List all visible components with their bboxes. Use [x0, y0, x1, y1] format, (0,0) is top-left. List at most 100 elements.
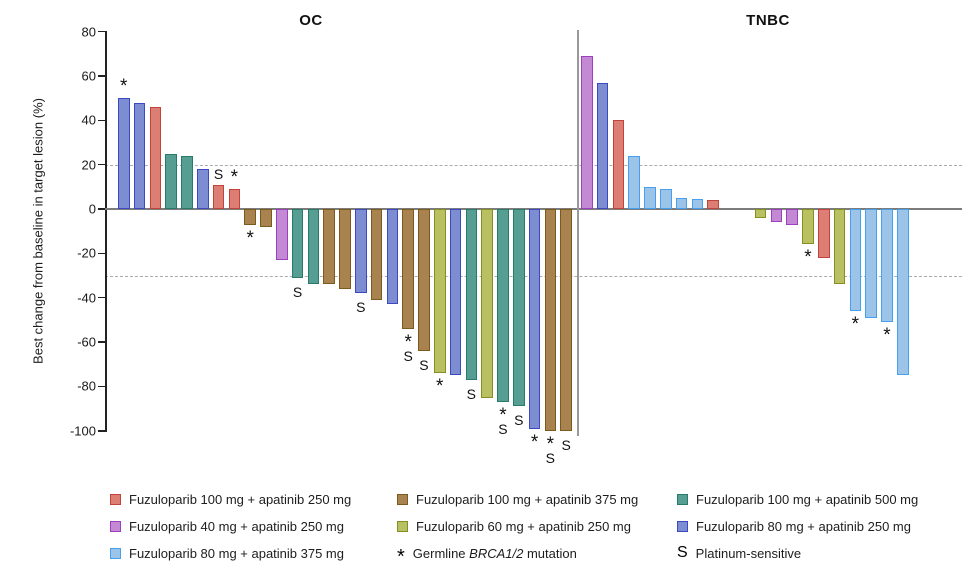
- bar: [244, 209, 256, 225]
- bar: [212, 184, 225, 209]
- bar: [818, 209, 830, 258]
- bar: [754, 209, 767, 218]
- bar: [260, 209, 272, 227]
- bar: [355, 209, 367, 294]
- legend-label: Fuzuloparib 100 mg + apatinib 375 mg: [416, 491, 639, 507]
- bar: [465, 209, 478, 380]
- legend-swatch-brown: [397, 493, 408, 505]
- bar: [675, 197, 688, 209]
- bar: [449, 209, 462, 376]
- legend-label-italic: BRCA1/2: [469, 545, 524, 561]
- brca-marker: *: [230, 167, 239, 189]
- bar: [707, 200, 719, 209]
- legend-swatch-olive: [397, 520, 408, 532]
- legend-label: Fuzuloparib 80 mg + apatinib 250 mg: [696, 518, 911, 534]
- y-tick: [98, 385, 105, 388]
- bar-markers: *: [531, 433, 538, 452]
- legend-item-lightblue: Fuzuloparib 80 mg + apatinib 375 mg: [110, 544, 344, 562]
- bar: [307, 209, 320, 285]
- bar-markers: S: [561, 438, 570, 452]
- bar: [528, 209, 541, 429]
- bar-markers: * S: [498, 406, 507, 436]
- platinum-marker: S: [356, 299, 366, 316]
- bar: [560, 209, 572, 431]
- bar: [497, 209, 509, 402]
- bar: [181, 155, 193, 209]
- bar: [865, 209, 877, 318]
- bar-markers: *: [230, 167, 239, 189]
- bar: [165, 153, 177, 209]
- bar-markers: S: [293, 285, 302, 299]
- y-tick-label: 20: [81, 157, 96, 173]
- platinum-marker: S: [514, 412, 524, 429]
- y-tick-label: -100: [69, 423, 96, 439]
- y-tick-label: 0: [88, 201, 96, 217]
- bar-markers: S: [467, 387, 476, 401]
- bar: [339, 209, 351, 289]
- y-tick-label: 60: [81, 68, 96, 84]
- y-tick: [98, 252, 105, 255]
- bar: [513, 209, 525, 407]
- y-tick-label: -60: [77, 334, 96, 350]
- bar: [770, 209, 783, 223]
- bar: [402, 209, 414, 329]
- zero-line: [105, 208, 962, 210]
- platinum-marker: S: [403, 347, 413, 364]
- y-tick: [98, 430, 105, 432]
- bar: [149, 106, 162, 209]
- bar-markers: *: [120, 76, 128, 98]
- legend-label: Fuzuloparib 60 mg + apatinib 250 mg: [416, 518, 631, 534]
- bar: [323, 209, 335, 285]
- brca-marker: *: [246, 227, 254, 249]
- y-tick: [98, 341, 105, 343]
- platinum-marker: S: [545, 449, 556, 466]
- y-axis-line: [105, 30, 107, 432]
- bar-markers: *: [851, 314, 860, 336]
- bar: [581, 55, 593, 209]
- panel-title-tnbc: TNBC: [746, 12, 790, 29]
- legend-item-brown: Fuzuloparib 100 mg + apatinib 375 mg: [397, 490, 638, 508]
- bar: [481, 209, 493, 398]
- bar: [133, 102, 146, 209]
- legend-swatch-purple: [110, 520, 121, 532]
- legend-label: Germline BRCA1/2 mutation: [413, 546, 577, 561]
- brca-marker: *: [120, 76, 128, 98]
- brca-marker: *: [546, 433, 555, 455]
- bar: [644, 186, 656, 209]
- bar: [197, 169, 209, 209]
- bar: [612, 120, 625, 209]
- brca-marker: *: [404, 331, 412, 353]
- bar: [786, 209, 798, 225]
- platinum-sensitive-icon: S: [677, 544, 688, 561]
- legend-swatch-lightblue: [110, 547, 121, 559]
- bar-markers: S: [356, 300, 365, 314]
- brca-marker: *: [851, 314, 860, 336]
- bar: [118, 98, 130, 209]
- legend-swatch-teal: [677, 493, 688, 505]
- legend-label-prefix: Germline: [412, 545, 470, 561]
- y-tick: [98, 163, 105, 166]
- bar: [370, 209, 383, 300]
- bar: [802, 209, 814, 245]
- legend-label: Fuzuloparib 100 mg + apatinib 250 mg: [129, 491, 352, 507]
- bar-markers: S: [214, 167, 223, 181]
- platinum-marker: S: [466, 385, 477, 402]
- bar: [291, 209, 304, 278]
- y-tick-label: -80: [77, 378, 96, 394]
- bar: [434, 209, 446, 374]
- chart-legend: Fuzuloparib 100 mg + apatinib 250 mg Fuzu…: [0, 482, 976, 578]
- bar-markers: *: [804, 248, 811, 267]
- bar: [897, 209, 909, 376]
- bar-markers: * S: [545, 433, 556, 466]
- bar-markers: *: [883, 326, 890, 345]
- bar: [596, 82, 609, 209]
- platinum-marker: S: [213, 165, 224, 182]
- y-tick-label: 80: [81, 24, 96, 40]
- platinum-marker: S: [292, 283, 303, 300]
- bar-markers: S: [514, 413, 523, 427]
- reference-line-20: [105, 164, 962, 166]
- bar: [418, 209, 430, 351]
- bar: [881, 209, 893, 323]
- platinum-marker: S: [561, 436, 571, 453]
